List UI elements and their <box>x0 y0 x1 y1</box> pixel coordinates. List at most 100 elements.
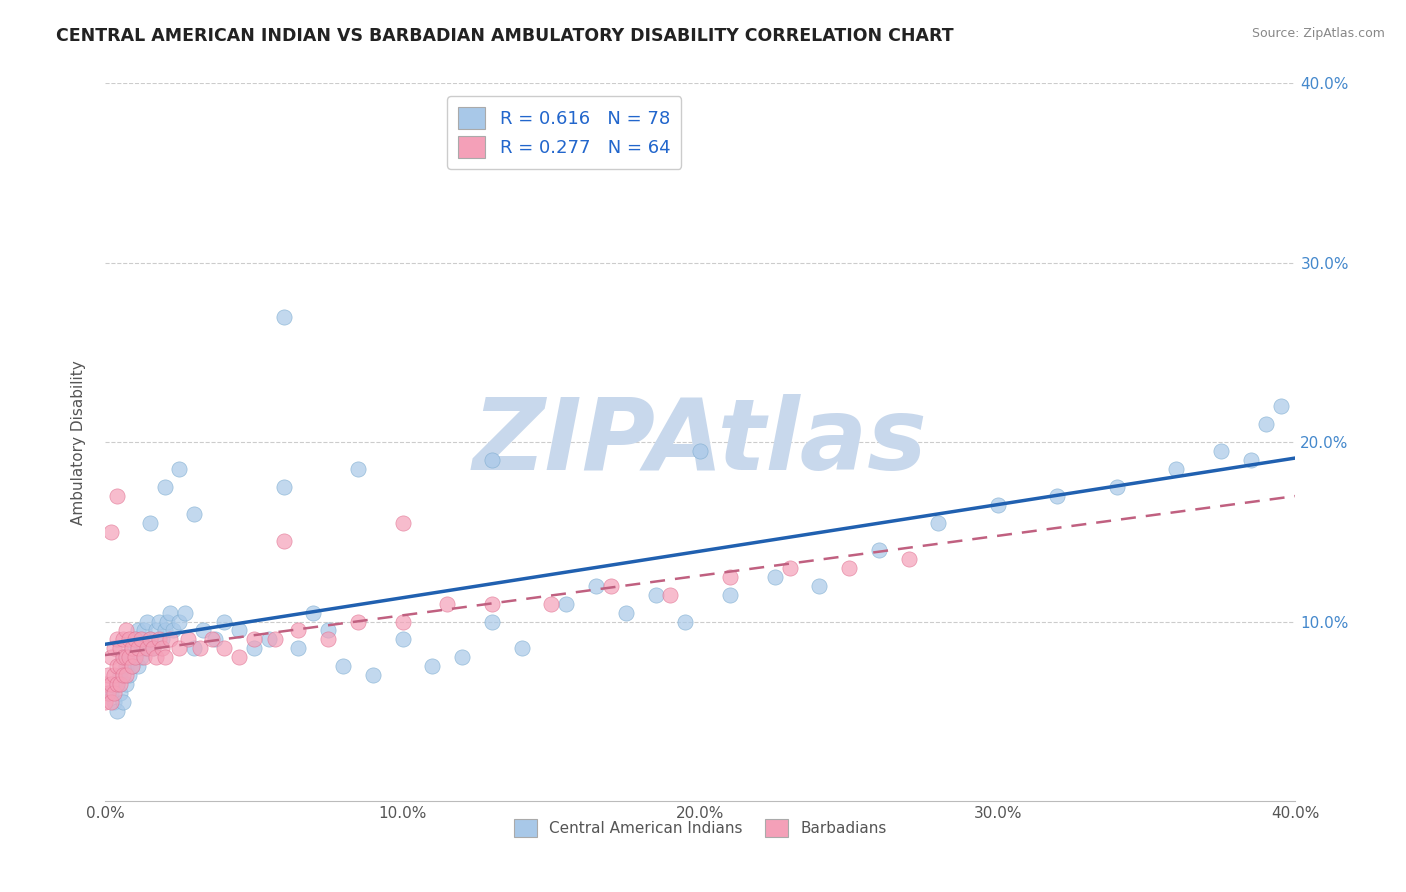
Point <box>332 659 354 673</box>
Point <box>127 624 149 638</box>
Point <box>868 542 890 557</box>
Point <box>121 659 143 673</box>
Point <box>228 650 250 665</box>
Point <box>142 641 165 656</box>
Point <box>600 579 623 593</box>
Point <box>361 668 384 682</box>
Point <box>129 650 152 665</box>
Point <box>228 624 250 638</box>
Point <box>302 606 325 620</box>
Point <box>124 632 146 647</box>
Point <box>121 659 143 673</box>
Point <box>118 650 141 665</box>
Point <box>718 588 741 602</box>
Point <box>1240 453 1263 467</box>
Point <box>145 624 167 638</box>
Point <box>481 597 503 611</box>
Point <box>94 677 117 691</box>
Point <box>659 588 682 602</box>
Point <box>111 668 134 682</box>
Point <box>689 444 711 458</box>
Point <box>263 632 285 647</box>
Point <box>897 551 920 566</box>
Point <box>103 668 125 682</box>
Point <box>169 641 191 656</box>
Point <box>169 615 191 629</box>
Point <box>436 597 458 611</box>
Point <box>555 597 578 611</box>
Point <box>135 641 157 656</box>
Point <box>201 632 224 647</box>
Point <box>243 641 266 656</box>
Point <box>159 632 181 647</box>
Point <box>169 462 191 476</box>
Point <box>100 677 122 691</box>
Point <box>114 659 136 673</box>
Text: CENTRAL AMERICAN INDIAN VS BARBADIAN AMBULATORY DISABILITY CORRELATION CHART: CENTRAL AMERICAN INDIAN VS BARBADIAN AMB… <box>56 27 953 45</box>
Point <box>1166 462 1188 476</box>
Point <box>391 516 413 530</box>
Point <box>673 615 696 629</box>
Y-axis label: Ambulatory Disability: Ambulatory Disability <box>72 359 86 524</box>
Point <box>1046 489 1069 503</box>
Point <box>118 650 141 665</box>
Point <box>257 632 280 647</box>
Point <box>111 650 134 665</box>
Point <box>481 615 503 629</box>
Point <box>718 570 741 584</box>
Point <box>103 686 125 700</box>
Point <box>162 624 184 638</box>
Point <box>1254 417 1277 432</box>
Point <box>124 632 146 647</box>
Point <box>111 650 134 665</box>
Point <box>1105 480 1128 494</box>
Point <box>159 606 181 620</box>
Point <box>108 641 131 656</box>
Point <box>614 606 637 620</box>
Point <box>114 677 136 691</box>
Point <box>148 632 170 647</box>
Point <box>127 641 149 656</box>
Point <box>540 597 562 611</box>
Point <box>451 650 474 665</box>
Point <box>273 533 295 548</box>
Point <box>118 668 141 682</box>
Point <box>100 686 122 700</box>
Point <box>808 579 831 593</box>
Point <box>150 632 173 647</box>
Point <box>212 615 235 629</box>
Point <box>118 632 141 647</box>
Point <box>121 641 143 656</box>
Point <box>316 624 339 638</box>
Point <box>105 659 128 673</box>
Point <box>347 462 370 476</box>
Point <box>177 632 200 647</box>
Point <box>100 650 122 665</box>
Point <box>97 668 120 682</box>
Point <box>94 695 117 709</box>
Point <box>183 641 205 656</box>
Point <box>391 615 413 629</box>
Point <box>142 641 165 656</box>
Point <box>124 650 146 665</box>
Point <box>481 453 503 467</box>
Point <box>108 659 131 673</box>
Point <box>138 632 160 647</box>
Point <box>108 668 131 682</box>
Point <box>287 624 309 638</box>
Point <box>132 641 155 656</box>
Point <box>273 310 295 324</box>
Point <box>114 650 136 665</box>
Point <box>127 659 149 673</box>
Point <box>188 641 211 656</box>
Point <box>108 677 131 691</box>
Point <box>121 641 143 656</box>
Point <box>347 615 370 629</box>
Point <box>111 632 134 647</box>
Point <box>105 632 128 647</box>
Point <box>105 489 128 503</box>
Point <box>204 632 226 647</box>
Point <box>193 624 215 638</box>
Point <box>987 498 1010 512</box>
Point <box>97 686 120 700</box>
